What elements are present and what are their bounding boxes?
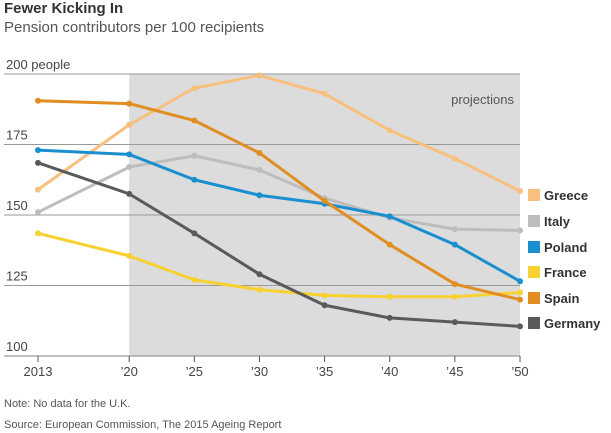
x-tick-label: ’30 [251,364,268,379]
legend-swatch [528,266,540,278]
legend-label: France [544,265,587,280]
y-tick-label: 150 [6,198,28,213]
data-point [451,241,458,248]
data-point [451,226,458,233]
y-tick-label: 175 [6,128,28,143]
data-point [126,151,133,158]
data-point [517,227,523,234]
data-point [386,293,393,300]
legend-swatch [528,292,540,304]
footnote: Note: No data for the U.K. [4,398,131,410]
data-point [126,121,133,128]
data-point [35,230,41,237]
data-point [35,147,41,154]
x-tick-label: ’25 [186,364,203,379]
x-tick-label: ’40 [381,364,398,379]
x-tick-label: ’35 [316,364,333,379]
data-point [386,127,393,134]
data-point [386,213,393,220]
data-point [191,176,198,183]
source-note: Source: European Commission, The 2015 Ag… [4,419,282,431]
legend-label: Spain [544,291,579,306]
data-point [517,278,523,285]
data-point [321,302,328,309]
x-tick-label: 2013 [24,364,53,379]
legend-label: Germany [544,316,601,331]
data-point [386,314,393,321]
legend-swatch [528,317,540,329]
data-point [256,166,263,173]
data-point [256,149,263,156]
data-point [35,97,41,104]
series-line [36,231,522,299]
series-line [36,154,522,233]
legend-swatch [528,189,540,201]
data-point [256,72,263,79]
data-point [126,190,133,197]
chart-subtitle: Pension contributors per 100 recipients [4,19,265,36]
data-point [321,90,328,97]
series-layer [35,72,523,330]
legend-layer: Greece Italy Poland France Spain Germany [528,188,601,331]
data-point [256,271,263,278]
data-point [517,188,523,195]
x-tick-label: ’20 [121,364,138,379]
data-point [451,281,458,288]
data-point [517,296,523,303]
projection-label: projections [451,92,514,107]
data-point [256,286,263,293]
series-line [36,148,522,283]
data-point [35,209,41,216]
data-point [321,292,328,299]
data-point [191,276,198,283]
data-point [126,252,133,259]
data-point [517,289,523,296]
data-point [126,164,133,171]
legend-swatch [528,241,540,253]
data-point [191,230,198,237]
data-point [35,159,41,166]
series-line [36,161,522,328]
chart-title: Fewer Kicking In [4,0,124,17]
data-point [191,85,198,92]
data-point [321,197,328,204]
series-line [36,73,522,193]
data-point [256,192,263,199]
data-point [386,241,393,248]
data-point [451,155,458,162]
legend-label: Greece [544,188,588,203]
data-point [517,323,523,330]
legend-label: Italy [544,214,571,229]
axis-layer: 2013 ’20 ’25 ’30 ’35 ’40 ’45 ’50 [24,356,529,379]
x-tick-label: ’45 [446,364,463,379]
y-tick-label: 100 [6,339,28,354]
data-point [35,186,41,193]
data-point [191,152,198,159]
data-point [126,100,133,107]
data-point [451,293,458,300]
x-tick-label: ’50 [511,364,528,379]
data-point [451,319,458,326]
legend-label: Poland [544,240,587,255]
legend-swatch [528,215,540,227]
y-tick-label: 125 [6,269,28,284]
y-tick-label: 200 people [6,57,70,72]
data-point [191,117,198,124]
series-line [36,99,522,302]
